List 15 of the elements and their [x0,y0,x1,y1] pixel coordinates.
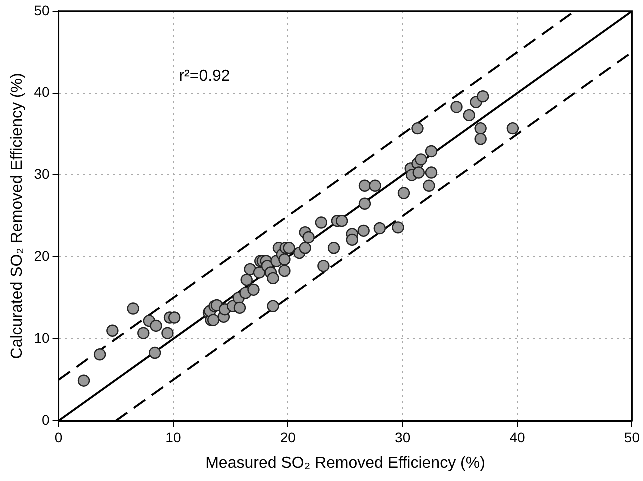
y-tick-label: 20 [34,248,50,264]
annotation: r²=0.92 [179,68,230,86]
x-tick-label: 10 [166,429,182,446]
y-axis-title: Calcurated SO₂ Removed Efficiency (%) [9,73,26,360]
x-axis-title: Measured SO₂ Removed Efficiency (%) [206,454,486,472]
x-tick-label: 50 [624,429,640,446]
x-tick-label: 30 [395,429,411,446]
y-tick-label: 0 [42,412,50,428]
x-tick-label: 20 [280,429,296,446]
x-tick-label: 0 [54,429,63,446]
y-tick-label: 30 [34,166,50,182]
x-tick-label: 40 [510,429,526,446]
y-tick-label: 50 [34,2,50,18]
y-tick-label: 10 [34,330,50,346]
y-tick-label: 40 [34,84,50,100]
